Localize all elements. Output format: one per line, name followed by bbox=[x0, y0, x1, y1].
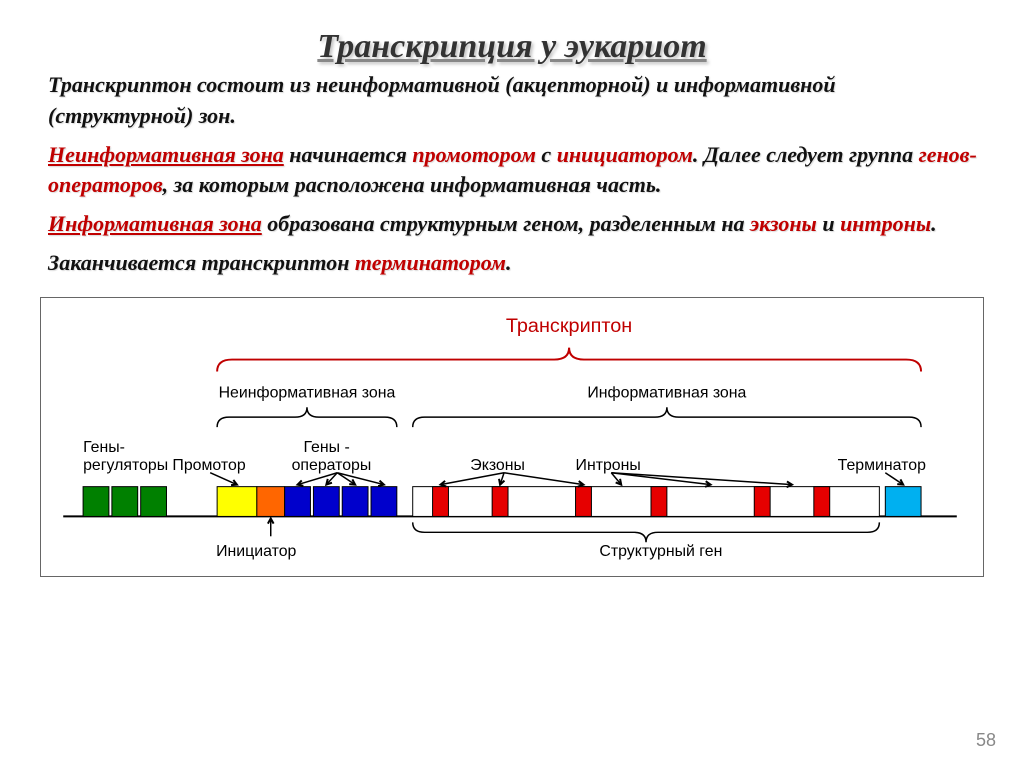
slide-title: Транскрипция у эукариот bbox=[0, 0, 1024, 66]
svg-text:Неинформативная зона: Неинформативная зона bbox=[219, 384, 396, 401]
svg-text:операторы: операторы bbox=[292, 457, 372, 474]
page-number: 58 bbox=[976, 730, 996, 751]
paragraph-4: Заканчивается транскриптон терминатором. bbox=[0, 244, 1024, 283]
svg-text:Инициатор: Инициатор bbox=[216, 543, 296, 560]
svg-text:Гены -: Гены - bbox=[304, 439, 350, 456]
term-noninformative-zone: Неинформативная зона bbox=[48, 142, 284, 167]
svg-text:регуляторы: регуляторы bbox=[83, 457, 168, 474]
term-terminator: терминатором bbox=[355, 250, 506, 275]
term-introns: интроны bbox=[840, 211, 931, 236]
term-initiator: инициатором bbox=[557, 142, 693, 167]
svg-text:Структурный ген: Структурный ген bbox=[599, 543, 722, 560]
svg-text:Интроны: Интроны bbox=[576, 457, 641, 474]
paragraph-1: Транскриптон состоит из неинформативной … bbox=[0, 66, 1024, 136]
diagram-svg: Гены-регуляторыПромотор Инициатор Гены -оп… bbox=[41, 298, 983, 576]
svg-text:Промотор: Промотор bbox=[172, 457, 245, 474]
term-promoter: промотором bbox=[412, 142, 536, 167]
svg-text:Транскриптон: Транскриптон bbox=[506, 315, 632, 337]
transcripton-diagram: Гены-регуляторыПромотор Инициатор Гены -оп… bbox=[40, 297, 984, 577]
paragraph-3: Информативная зона образована структурны… bbox=[0, 205, 1024, 244]
term-informative-zone: Информативная зона bbox=[48, 211, 262, 236]
paragraph-2: Неинформативная зона начинается промотор… bbox=[0, 136, 1024, 206]
term-exons: экзоны bbox=[750, 211, 817, 236]
svg-text:Гены-: Гены- bbox=[83, 439, 125, 456]
svg-text:Экзоны: Экзоны bbox=[470, 457, 525, 474]
svg-text:Информативная зона: Информативная зона bbox=[587, 384, 746, 401]
svg-text:Терминатор: Терминатор bbox=[838, 457, 926, 474]
